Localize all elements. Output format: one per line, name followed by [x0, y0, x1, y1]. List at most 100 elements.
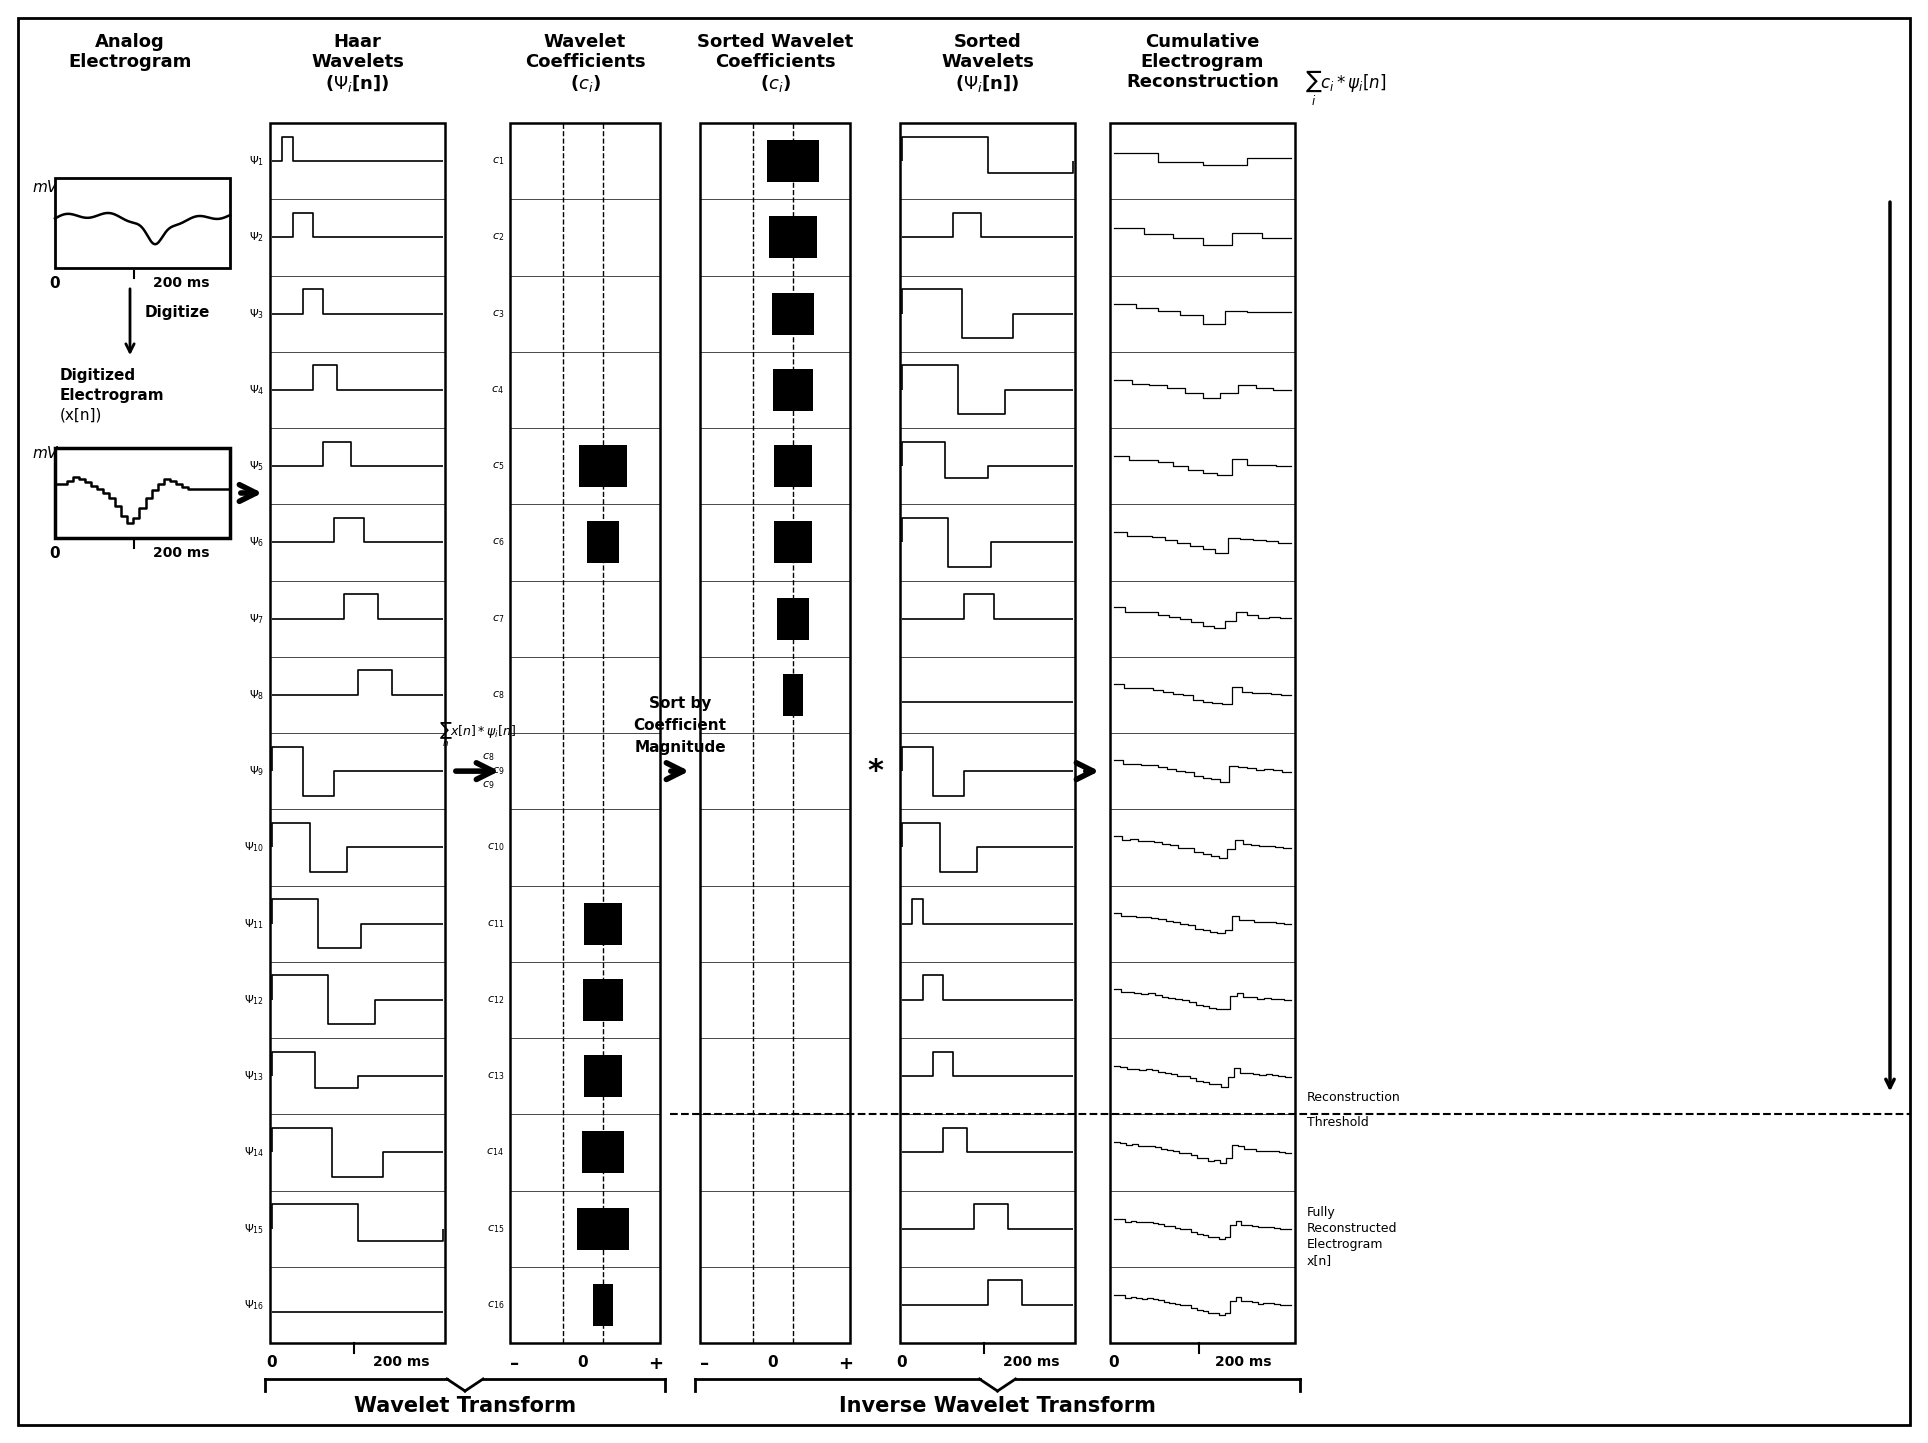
Text: $\Psi_{10}$: $\Psi_{10}$	[243, 840, 264, 854]
Bar	[588, 521, 619, 563]
Text: $c_{13}$: $c_{13}$	[486, 1071, 503, 1082]
Text: $\Psi_{11}$: $\Psi_{11}$	[245, 916, 264, 931]
Bar	[769, 216, 817, 258]
Text: $c_{14}$: $c_{14}$	[486, 1147, 503, 1159]
Text: Coefficients: Coefficients	[524, 53, 646, 71]
Bar	[270, 123, 445, 1343]
Text: *: *	[868, 756, 883, 785]
Text: $\Psi_6$: $\Psi_6$	[249, 535, 264, 550]
Text: $\Psi_8$: $\Psi_8$	[249, 688, 264, 701]
Bar	[511, 123, 659, 1343]
Text: $c_{16}$: $c_{16}$	[486, 1299, 503, 1310]
Text: 0: 0	[1109, 1355, 1120, 1369]
Text: $c_2$: $c_2$	[492, 231, 503, 244]
Text: –: –	[700, 1355, 710, 1372]
Text: $\Psi_7$: $\Psi_7$	[249, 612, 264, 625]
Bar	[576, 1208, 629, 1250]
Text: Wavelet: Wavelet	[544, 33, 627, 51]
Text: Fully: Fully	[1307, 1205, 1336, 1219]
Text: ($\Psi_i$[n]): ($\Psi_i$[n])	[954, 74, 1020, 94]
Text: Coefficient: Coefficient	[634, 719, 727, 733]
Text: $\Psi_{15}$: $\Psi_{15}$	[245, 1222, 264, 1235]
Text: Electrogram: Electrogram	[1307, 1238, 1384, 1251]
Text: $\sum_n x[n]*\psi_i[n]$: $\sum_n x[n]*\psi_i[n]$	[440, 722, 517, 749]
Text: $c_8$: $c_8$	[482, 752, 494, 763]
Text: $\Psi_4$: $\Psi_4$	[249, 382, 264, 397]
Text: Reconstructed: Reconstructed	[1307, 1222, 1398, 1235]
Text: 200 ms: 200 ms	[372, 1355, 430, 1369]
Text: 0: 0	[50, 276, 60, 291]
Bar	[773, 444, 812, 488]
Text: Magnitude: Magnitude	[634, 740, 725, 755]
Text: +: +	[648, 1355, 663, 1372]
Text: $c_{12}$: $c_{12}$	[486, 994, 503, 1006]
Bar	[775, 521, 812, 563]
Text: ($\Psi_i$[n]): ($\Psi_i$[n])	[326, 74, 389, 94]
Text: $c_{10}$: $c_{10}$	[486, 841, 503, 853]
Text: ($c_i$): ($c_i$)	[760, 74, 790, 94]
Text: 200 ms: 200 ms	[1003, 1355, 1060, 1369]
Text: 0: 0	[266, 1355, 278, 1369]
Bar	[767, 140, 819, 182]
Text: Wavelets: Wavelets	[310, 53, 405, 71]
Text: 0: 0	[578, 1355, 588, 1369]
Text: $\Psi_{14}$: $\Psi_{14}$	[243, 1146, 264, 1159]
Text: Wavelet Transform: Wavelet Transform	[355, 1395, 576, 1416]
Text: (x[n]): (x[n])	[60, 408, 102, 423]
Text: Electrogram: Electrogram	[1141, 53, 1265, 71]
Text: $\Psi_9$: $\Psi_9$	[249, 765, 264, 778]
Text: $\Psi_3$: $\Psi_3$	[249, 307, 264, 320]
Bar	[700, 123, 850, 1343]
Bar	[582, 1131, 625, 1173]
Text: $\Psi_2$: $\Psi_2$	[249, 231, 264, 244]
Text: Inverse Wavelet Transform: Inverse Wavelet Transform	[839, 1395, 1157, 1416]
Text: –: –	[509, 1355, 519, 1372]
Text: 200 ms: 200 ms	[152, 545, 210, 560]
Text: x[n]: x[n]	[1307, 1254, 1332, 1267]
Bar	[1111, 123, 1296, 1343]
Text: Sort by: Sort by	[650, 696, 711, 711]
Text: $\Psi_1$: $\Psi_1$	[249, 154, 264, 167]
Text: $c_7$: $c_7$	[492, 613, 503, 625]
Text: 0: 0	[767, 1355, 779, 1369]
Bar	[56, 447, 229, 538]
Text: +: +	[839, 1355, 852, 1372]
Text: 200 ms: 200 ms	[152, 276, 210, 290]
Text: mV: mV	[33, 446, 58, 460]
Text: ($c_i$): ($c_i$)	[569, 74, 600, 94]
Text: Threshold: Threshold	[1307, 1117, 1369, 1130]
Text: Analog: Analog	[94, 33, 166, 51]
Text: $c_4$: $c_4$	[492, 384, 503, 395]
Bar	[582, 978, 623, 1020]
Text: Wavelets: Wavelets	[941, 53, 1033, 71]
Bar	[777, 597, 808, 639]
Text: Reconstruction: Reconstruction	[1126, 74, 1278, 91]
Text: $c_1$: $c_1$	[492, 156, 503, 167]
Text: $\sum_i c_i * \psi_i[n]$: $\sum_i c_i * \psi_i[n]$	[1305, 68, 1386, 108]
Text: $c_9$: $c_9$	[482, 779, 494, 791]
Text: $c_9$: $c_9$	[492, 765, 503, 776]
Text: Reconstruction: Reconstruction	[1307, 1091, 1402, 1104]
Bar	[578, 444, 627, 488]
Text: Digitize: Digitize	[145, 304, 210, 319]
Text: $\Psi_5$: $\Psi_5$	[249, 459, 264, 473]
Text: mV: mV	[33, 180, 58, 195]
Bar	[783, 674, 802, 716]
Bar	[900, 123, 1076, 1343]
Text: $c_3$: $c_3$	[492, 307, 503, 319]
Text: $c_{11}$: $c_{11}$	[486, 918, 503, 929]
Text: 200 ms: 200 ms	[1215, 1355, 1271, 1369]
Text: 0: 0	[50, 545, 60, 561]
Text: $c_6$: $c_6$	[492, 537, 503, 548]
Text: 0: 0	[897, 1355, 908, 1369]
Bar	[584, 903, 621, 945]
Bar	[594, 1284, 613, 1326]
Text: Coefficients: Coefficients	[715, 53, 835, 71]
Text: Cumulative: Cumulative	[1145, 33, 1259, 51]
Text: Electrogram: Electrogram	[60, 388, 164, 403]
Bar	[584, 1055, 623, 1097]
Text: Electrogram: Electrogram	[67, 53, 191, 71]
Text: $\Psi_{13}$: $\Psi_{13}$	[245, 1069, 264, 1084]
Text: $\Psi_{12}$: $\Psi_{12}$	[245, 993, 264, 1007]
Text: $\Psi_{16}$: $\Psi_{16}$	[243, 1297, 264, 1312]
